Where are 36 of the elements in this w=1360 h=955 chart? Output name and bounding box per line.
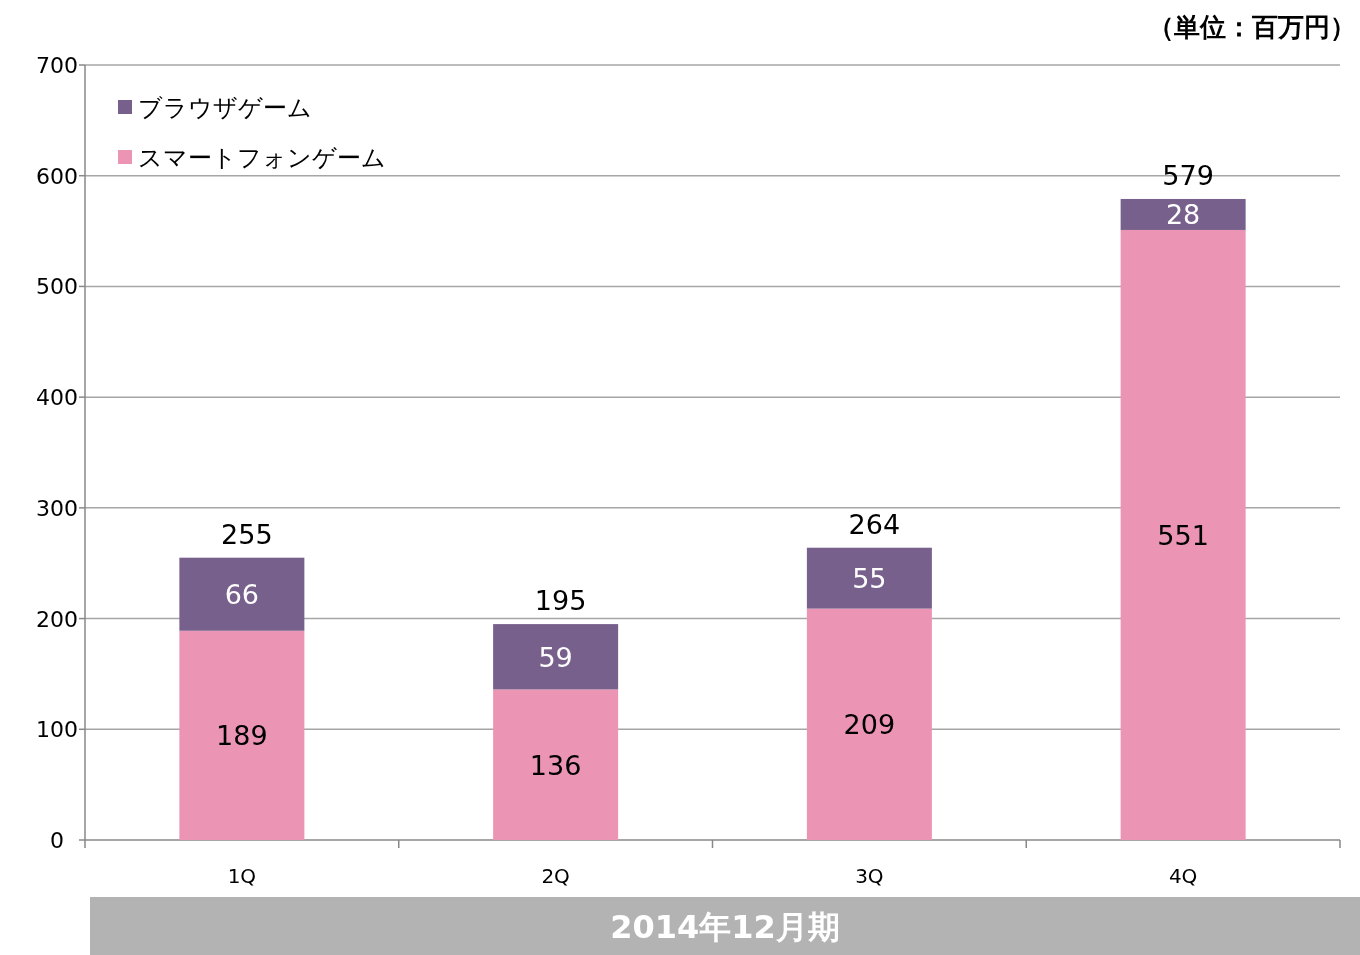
total-label: 579	[1162, 159, 1214, 191]
x-tick-label: 1Q	[227, 864, 257, 888]
data-label: 551	[1157, 519, 1209, 551]
data-label: 209	[843, 709, 896, 741]
bar	[179, 557, 305, 631]
x-tick-label: 3Q	[855, 864, 884, 888]
data-label: 28	[1165, 199, 1201, 231]
data-label: 66	[224, 579, 260, 611]
bar	[493, 624, 619, 690]
y-tick-label: 400	[36, 385, 78, 411]
x-tick-label: 4Q	[1168, 864, 1198, 888]
data-label: 55	[852, 563, 887, 595]
text: （単位：百万円）	[1148, 12, 1356, 42]
bar	[806, 608, 932, 840]
y-tick-label: 700	[36, 53, 78, 78]
y-tick-label: 200	[36, 606, 78, 632]
total-label: 255	[221, 518, 273, 550]
bar	[493, 689, 619, 840]
y-tick-label: 0	[50, 828, 64, 853]
y-tick-label: 100	[36, 717, 78, 743]
x-axis-title: 2014年12月期	[610, 908, 840, 946]
x-tick-label: 2Q	[541, 864, 570, 888]
bar	[179, 630, 305, 840]
y-tick-label: 300	[36, 495, 78, 521]
bar	[806, 547, 932, 609]
data-label: 136	[529, 749, 582, 781]
bar	[1120, 198, 1246, 230]
total-label: 195	[534, 585, 587, 617]
legend-label: ブラウザゲーム	[138, 94, 312, 122]
data-label: 189	[216, 720, 268, 752]
bar	[1120, 229, 1246, 840]
data-label: 59	[538, 641, 573, 673]
y-tick-label: 500	[36, 274, 78, 300]
total-label: 264	[848, 508, 901, 540]
y-tick-label: 600	[36, 163, 78, 189]
legend-label: スマートフォンゲーム	[138, 144, 386, 172]
